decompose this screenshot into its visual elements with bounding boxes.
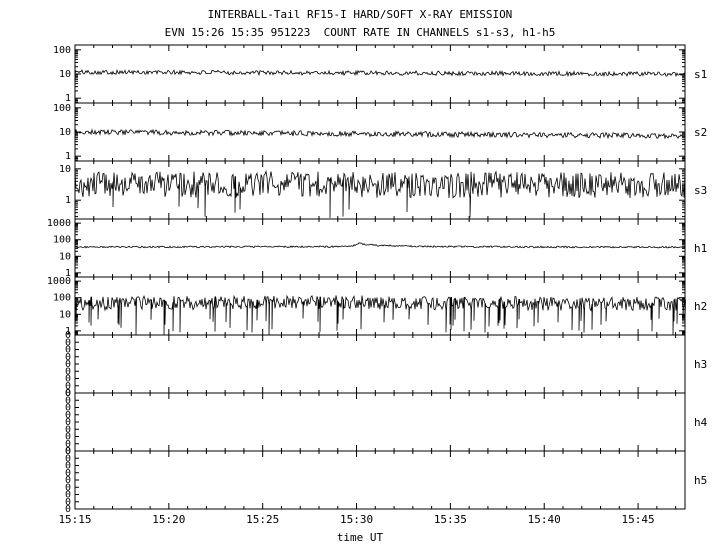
y-tick-label-h3: 0 bbox=[65, 366, 71, 377]
y-tick-label-s1: 1 bbox=[65, 93, 71, 104]
trace-h2 bbox=[74, 294, 686, 335]
y-tick-label-h3: 0 bbox=[65, 374, 71, 385]
y-tick-label-h5: 0 bbox=[65, 446, 71, 457]
panel-label-s3: s3 bbox=[694, 184, 707, 197]
chart-subtitle: EVN 15:26 15:35 951223 COUNT RATE IN CHA… bbox=[164, 26, 556, 39]
y-tick-label-h5: 0 bbox=[65, 504, 71, 515]
y-tick-label-h5: 0 bbox=[65, 490, 71, 501]
panel-label-h5: h5 bbox=[694, 474, 707, 487]
panel-label-h2: h2 bbox=[694, 300, 707, 313]
panel-label-h4: h4 bbox=[694, 416, 708, 429]
y-tick-label-h3: 0 bbox=[65, 381, 71, 392]
y-tick-label-h3: 0 bbox=[65, 337, 71, 348]
y-tick-label-h5: 0 bbox=[65, 482, 71, 493]
panel-s1: 100 10 1 s1 bbox=[53, 44, 707, 104]
y-tick-label-s3: 1 bbox=[65, 195, 71, 206]
y-tick-label-h1: 1 bbox=[65, 268, 71, 279]
y-tick-label-h5: 0 bbox=[65, 497, 71, 508]
y-tick-label-h3: 0 bbox=[65, 352, 71, 363]
x-tick-label: 15:35 bbox=[434, 513, 467, 526]
y-tick-label-h5: 0 bbox=[65, 461, 71, 472]
x-tick-label: 15:15 bbox=[58, 513, 91, 526]
y-tick-label-s3: 10 bbox=[59, 164, 71, 175]
panel-label-h3: h3 bbox=[694, 358, 707, 371]
y-tick-label-h3: 0 bbox=[65, 345, 71, 356]
y-tick-label-h4: 0 bbox=[65, 395, 71, 406]
trace-s1 bbox=[74, 68, 686, 78]
y-tick-label-h4: 0 bbox=[65, 388, 71, 399]
y-tick-label-s2: 10 bbox=[59, 127, 71, 138]
y-tick-label-h3: 0 bbox=[65, 330, 71, 341]
panel-h1: 1000 100 10 1 h1 bbox=[47, 218, 707, 279]
x-tick-label: 15:45 bbox=[622, 513, 655, 526]
x-tick-label: 15:20 bbox=[152, 513, 185, 526]
y-tick-label-h4: 0 bbox=[65, 410, 71, 421]
y-tick-label-h4: 0 bbox=[65, 432, 71, 443]
y-tick-label-h1: 1000 bbox=[47, 218, 71, 229]
trace-s2 bbox=[74, 128, 685, 140]
panel-s2: 100 10 1 s2 bbox=[53, 102, 707, 162]
chart-title: INTERBALL-Tail RF15-I HARD/SOFT X-RAY EM… bbox=[207, 8, 513, 21]
y-tick-label-h4: 0 bbox=[65, 417, 71, 428]
y-tick-label-h2: 1000 bbox=[47, 276, 71, 287]
y-tick-label-s1: 10 bbox=[59, 69, 71, 80]
panel-label-h1: h1 bbox=[694, 242, 707, 255]
x-tick-label: 15:25 bbox=[246, 513, 279, 526]
y-tick-label-h2: 10 bbox=[59, 309, 71, 320]
y-tick-label-h5: 0 bbox=[65, 468, 71, 479]
y-tick-label-h5: 0 bbox=[65, 475, 71, 486]
panel-label-s1: s1 bbox=[694, 68, 707, 81]
x-tick-label: 15:40 bbox=[528, 513, 561, 526]
panel-s3: 10 1 s3 bbox=[59, 160, 707, 220]
y-tick-label-h3: 0 bbox=[65, 388, 71, 399]
y-tick-label-h2: 100 bbox=[53, 293, 71, 304]
y-tick-label-h2: 1 bbox=[65, 326, 71, 337]
y-tick-label-s1: 100 bbox=[53, 45, 71, 56]
panel-h2: 1000 100 10 1 h2 bbox=[47, 276, 707, 337]
y-tick-label-h4: 0 bbox=[65, 403, 71, 414]
y-tick-label-s2: 1 bbox=[65, 151, 71, 162]
trace-h1 bbox=[74, 242, 686, 249]
y-tick-label-h4: 0 bbox=[65, 424, 71, 435]
x-tick-label: 15:30 bbox=[340, 513, 373, 526]
panel-label-s2: s2 bbox=[694, 126, 707, 139]
y-tick-label-h5: 0 bbox=[65, 453, 71, 464]
y-tick-label-h1: 100 bbox=[53, 235, 71, 246]
y-tick-label-h4: 0 bbox=[65, 439, 71, 450]
x-axis-label: time UT bbox=[336, 531, 384, 544]
y-tick-label-h4: 0 bbox=[65, 446, 71, 457]
y-tick-label-h3: 0 bbox=[65, 359, 71, 370]
y-tick-label-s2: 100 bbox=[53, 103, 71, 114]
trace-s3 bbox=[74, 169, 686, 219]
y-tick-label-h1: 10 bbox=[59, 251, 71, 262]
